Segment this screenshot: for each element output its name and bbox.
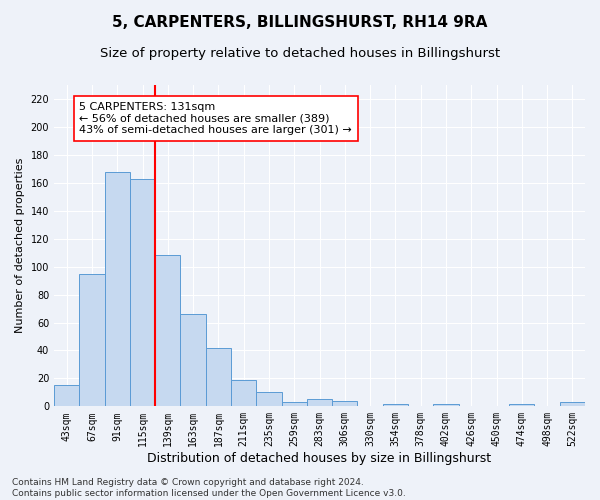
Bar [206,348,231,406]
Text: 5, CARPENTERS, BILLINGSHURST, RH14 9RA: 5, CARPENTERS, BILLINGSHURST, RH14 9RA [112,15,488,30]
Bar [560,402,585,406]
Bar [231,380,256,406]
Bar [181,314,206,406]
Bar [155,256,181,406]
X-axis label: Distribution of detached houses by size in Billingshurst: Distribution of detached houses by size … [148,452,491,465]
Bar [79,274,104,406]
Text: Contains HM Land Registry data © Crown copyright and database right 2024.
Contai: Contains HM Land Registry data © Crown c… [12,478,406,498]
Bar [433,404,458,406]
Text: 5 CARPENTERS: 131sqm
← 56% of detached houses are smaller (389)
43% of semi-deta: 5 CARPENTERS: 131sqm ← 56% of detached h… [79,102,352,135]
Bar [307,400,332,406]
Text: Size of property relative to detached houses in Billingshurst: Size of property relative to detached ho… [100,48,500,60]
Bar [54,386,79,406]
Bar [281,402,307,406]
Bar [256,392,281,406]
Bar [130,178,155,406]
Bar [104,172,130,406]
Y-axis label: Number of detached properties: Number of detached properties [15,158,25,334]
Bar [383,404,408,406]
Bar [332,400,358,406]
Bar [509,404,535,406]
